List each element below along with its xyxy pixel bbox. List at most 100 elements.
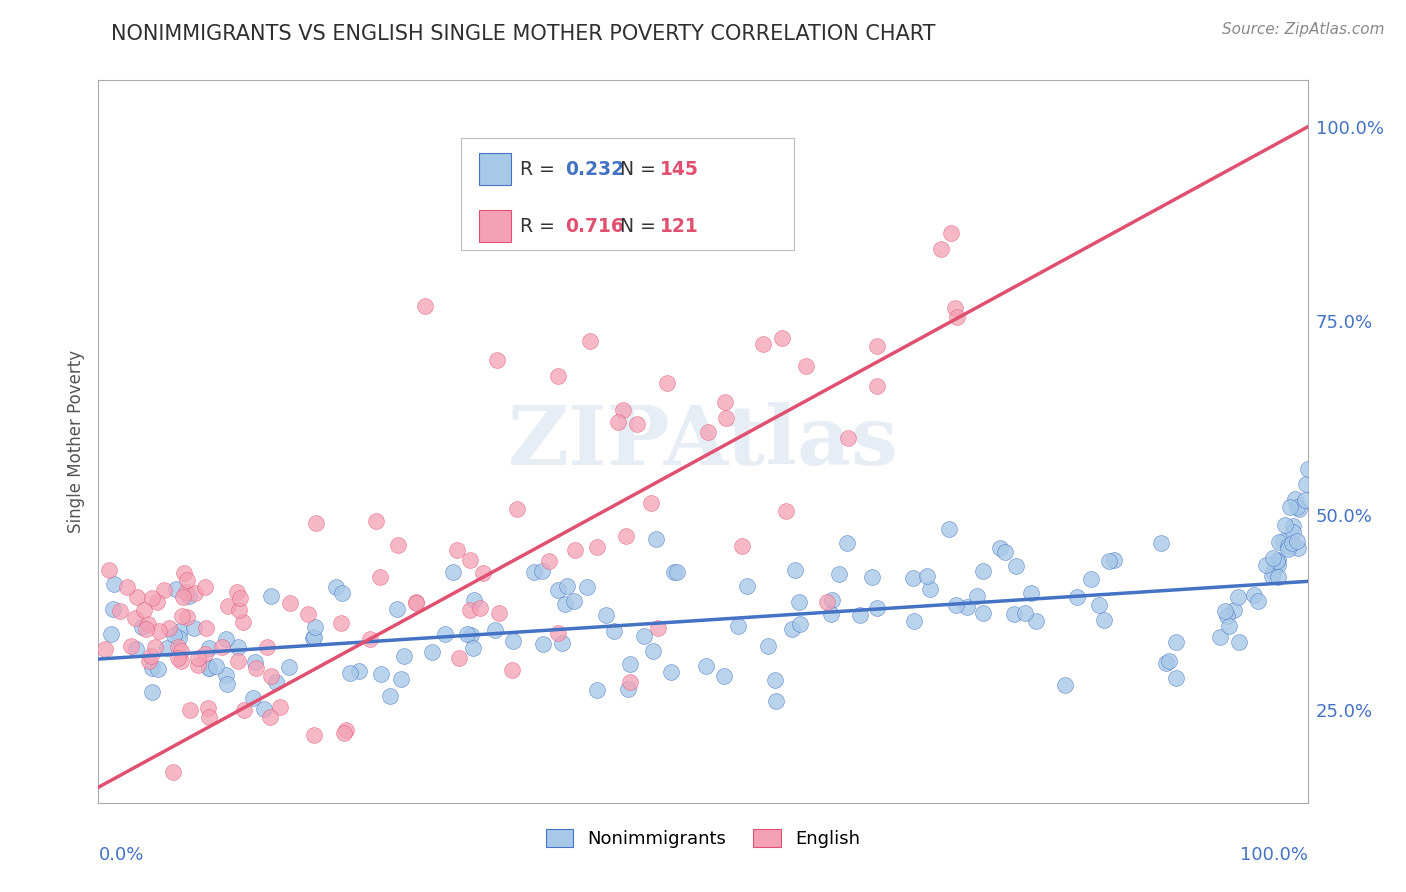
Point [714, 394, 737, 409]
Point [97, 563, 120, 577]
Point [174, 585, 197, 599]
Point [165, 582, 187, 597]
Point [731, 539, 754, 553]
Point [472, 566, 495, 580]
Point [752, 337, 775, 351]
Point [163, 628, 186, 642]
Point [136, 617, 159, 632]
Point [770, 330, 793, 344]
Point [1267, 570, 1289, 584]
Point [148, 661, 170, 675]
Point [564, 543, 586, 558]
Point [124, 611, 146, 625]
Point [1066, 590, 1088, 604]
Point [405, 595, 427, 609]
Point [820, 607, 842, 622]
Point [143, 640, 166, 654]
Point [94, 641, 117, 656]
Point [607, 415, 630, 429]
Point [217, 599, 239, 614]
Point [659, 665, 682, 679]
Point [1268, 534, 1291, 549]
Point [243, 655, 266, 669]
Point [586, 682, 609, 697]
Point [1246, 594, 1268, 608]
Point [547, 368, 569, 383]
Point [179, 589, 201, 603]
Point [1277, 540, 1299, 554]
Point [1267, 552, 1289, 566]
Point [655, 376, 678, 391]
Point [184, 586, 207, 600]
Point [603, 624, 626, 639]
Point [446, 542, 468, 557]
Point [330, 586, 353, 600]
Point [458, 552, 481, 566]
Point [183, 621, 205, 635]
Point [486, 353, 509, 368]
Point [269, 700, 291, 714]
Point [789, 616, 811, 631]
Point [339, 665, 361, 680]
Point [256, 640, 278, 654]
Point [1104, 552, 1126, 566]
Text: N =: N = [620, 217, 661, 235]
Text: ZIPAtlas: ZIPAtlas [508, 401, 898, 482]
Point [1229, 635, 1251, 649]
Point [763, 673, 786, 687]
Point [1218, 619, 1240, 633]
Point [304, 620, 326, 634]
Point [135, 623, 157, 637]
Point [557, 579, 579, 593]
Point [579, 334, 602, 348]
Point [1277, 542, 1299, 557]
Point [1265, 554, 1288, 568]
Point [1256, 558, 1278, 572]
Point [901, 571, 924, 585]
Point [187, 657, 209, 672]
Point [575, 580, 598, 594]
Point [945, 598, 967, 612]
Point [461, 641, 484, 656]
Point [197, 661, 219, 675]
Point [253, 702, 276, 716]
Point [131, 620, 153, 634]
Point [127, 590, 149, 604]
Point [972, 606, 994, 620]
Point [972, 564, 994, 578]
Point [329, 615, 352, 630]
Point [1267, 558, 1289, 573]
Point [157, 621, 180, 635]
Point [101, 602, 124, 616]
Point [173, 566, 195, 580]
Point [194, 648, 217, 662]
Point [264, 674, 287, 689]
Point [458, 603, 481, 617]
Point [1284, 492, 1306, 507]
Point [141, 591, 163, 605]
Point [260, 589, 283, 603]
Point [966, 589, 988, 603]
Point [1261, 564, 1284, 578]
Point [531, 637, 554, 651]
Point [564, 594, 586, 608]
Point [370, 666, 392, 681]
Point [305, 516, 328, 530]
Point [775, 504, 797, 518]
Point [215, 632, 238, 646]
Point [176, 610, 198, 624]
Point [1014, 606, 1036, 620]
Point [125, 642, 148, 657]
Point [1166, 671, 1188, 685]
Point [215, 667, 238, 681]
Point [848, 607, 870, 622]
Point [780, 622, 803, 636]
Point [547, 626, 569, 640]
Text: 0.0%: 0.0% [98, 847, 143, 864]
Point [1053, 677, 1076, 691]
Point [647, 621, 669, 635]
Point [1216, 609, 1239, 624]
Point [259, 710, 281, 724]
Point [1294, 492, 1316, 507]
Point [643, 644, 665, 658]
